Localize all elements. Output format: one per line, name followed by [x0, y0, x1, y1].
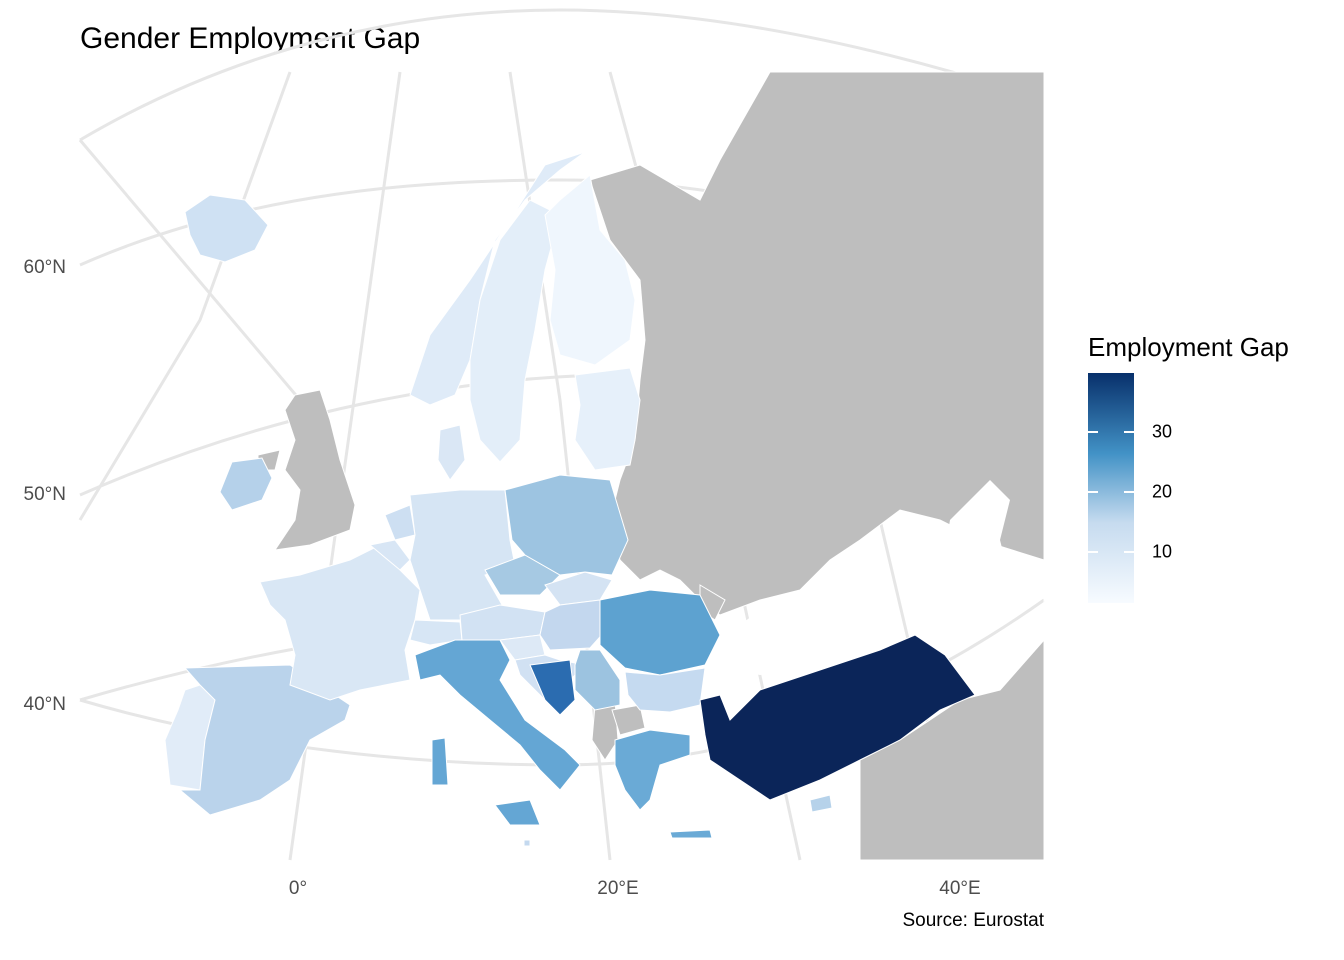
legend-tick-10: [1124, 551, 1134, 553]
country-netherlands: [384, 504, 416, 541]
lon-label-40e: 40°E: [939, 878, 980, 899]
legend-tick-20: [1124, 491, 1134, 493]
country-greece-crete: [669, 829, 713, 839]
lon-label-20e: 20°E: [597, 878, 638, 899]
legend-tick-30: [1124, 431, 1134, 433]
lon-label-0: 0°: [289, 878, 307, 899]
graticule-meridian-x: [78, 139, 302, 401]
caspian-sea: [945, 480, 1010, 600]
uk: [273, 389, 356, 551]
country-bosnia: [529, 659, 576, 716]
country-sweden: [469, 199, 561, 463]
country-romania: [599, 589, 721, 676]
lat-label-50n: 50°N: [24, 484, 66, 505]
country-italy: [414, 639, 581, 791]
country-ireland: [219, 457, 273, 511]
country-italy-sicily: [494, 799, 541, 826]
graticule-parallel-55: [79, 373, 601, 497]
country-norway: [409, 151, 586, 406]
legend-tick-20-left: [1088, 491, 1098, 493]
country-slovakia: [544, 571, 613, 606]
black-sea: [720, 600, 900, 675]
country-cyprus: [809, 794, 833, 813]
country-italy-sardinia: [431, 737, 449, 786]
legend-colorbar: [1088, 373, 1134, 603]
country-finland: [544, 174, 636, 366]
country-denmark: [437, 424, 466, 481]
source-caption: Source: Eurostat: [902, 910, 1044, 931]
country-germany: [409, 489, 516, 621]
legend-tick-30-left: [1088, 431, 1098, 433]
country-malta: [523, 839, 531, 847]
country-greece: [614, 729, 691, 811]
country-turkey: [699, 634, 976, 801]
legend-title: Employment Gap: [1088, 332, 1289, 362]
no-data-land: [257, 71, 1045, 861]
graticule-meridian-w: [78, 71, 292, 521]
legend-label-30: 30: [1152, 421, 1173, 442]
lat-label-60n: 60°N: [24, 257, 66, 278]
russia-region: [589, 71, 1045, 861]
countries: [164, 151, 976, 847]
legend-tick-10-left: [1088, 551, 1098, 553]
north-macedonia: [611, 704, 646, 736]
legend-label-10: 10: [1152, 541, 1173, 562]
country-france: [259, 544, 421, 701]
graticule-parallel-70: [79, 8, 1045, 142]
legend-label-20: 20: [1152, 481, 1173, 502]
country-baltics: [574, 367, 641, 471]
country-bulgaria: [624, 667, 706, 713]
lat-label-40n: 40°N: [24, 694, 66, 715]
country-switzerland: [409, 619, 463, 646]
country-spain: [178, 664, 351, 816]
map-title: Gender Employment Gap: [80, 22, 421, 55]
country-serbia: [574, 649, 621, 711]
country-iceland: [184, 194, 269, 263]
country-poland: [504, 474, 629, 576]
